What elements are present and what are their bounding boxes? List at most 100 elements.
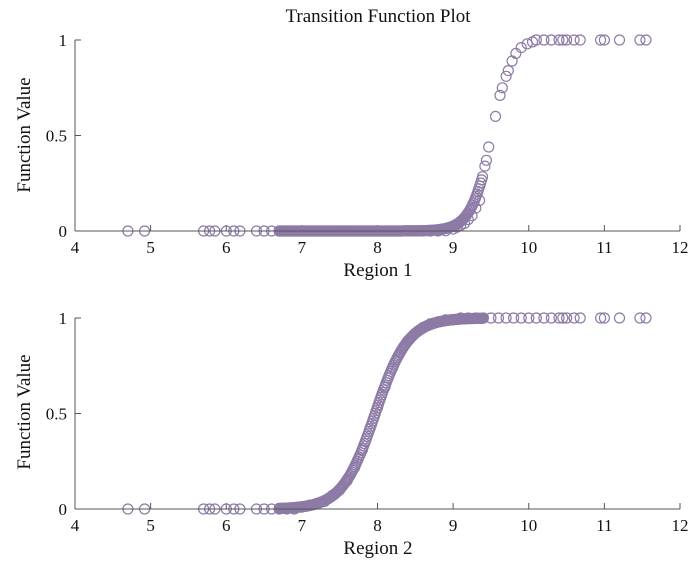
- data-point: [598, 34, 611, 46]
- data-point: [387, 362, 399, 374]
- data-point: [462, 312, 474, 324]
- data-point: [470, 312, 482, 324]
- x-tick-label: 9: [449, 516, 458, 535]
- data-point: [515, 312, 527, 324]
- data-point: [557, 34, 569, 46]
- data-point: [500, 312, 512, 324]
- x-tick-label: 6: [222, 516, 231, 535]
- x-tick-label: 8: [373, 238, 382, 257]
- data-point: [483, 141, 495, 153]
- data-point: [500, 70, 512, 82]
- x-tick-label: 10: [520, 238, 537, 257]
- data-point: [356, 444, 368, 456]
- data-point: [394, 346, 406, 358]
- data-point: [349, 461, 361, 473]
- data-point: [319, 495, 331, 507]
- data-point: [334, 484, 346, 496]
- region-1-panel: Transition Function Plot Function Value …: [14, 6, 689, 281]
- x-tick-label: 10: [520, 516, 537, 535]
- x-tick-label: 11: [596, 238, 612, 257]
- axes: [74, 40, 680, 232]
- data-point: [553, 312, 565, 324]
- x-tick-label: 12: [672, 238, 689, 257]
- data-point: [634, 34, 646, 46]
- data-point: [379, 381, 391, 393]
- data-point: [553, 34, 565, 46]
- data-point: [640, 312, 652, 324]
- data-point: [515, 41, 527, 54]
- data-point: [613, 312, 626, 324]
- data-point: [364, 423, 376, 435]
- x-tick-label: 5: [146, 238, 155, 257]
- x-tick-label: 7: [298, 516, 307, 535]
- data-point: [594, 312, 607, 324]
- data-point: [557, 312, 569, 324]
- x-tick-label: 11: [596, 516, 612, 535]
- axis-ticks: 4 5 6 7 8 9 10 11 12 0 0.5 1: [46, 309, 689, 535]
- data-point: [496, 82, 508, 94]
- data-point: [594, 34, 607, 46]
- data-point: [574, 34, 586, 46]
- data-point: [477, 312, 489, 324]
- data-point: [530, 34, 542, 46]
- data-point: [480, 154, 492, 166]
- data-point: [326, 490, 338, 502]
- data-point: [640, 34, 652, 46]
- y-tick-label: 0: [59, 500, 68, 519]
- x-axis-label: Region 2: [343, 538, 412, 559]
- x-tick-label: 5: [146, 516, 155, 535]
- data-point: [492, 312, 505, 324]
- x-axis-label: Region 1: [343, 260, 412, 281]
- data-point: [447, 314, 459, 326]
- data-point: [474, 194, 486, 206]
- data-point: [507, 312, 520, 324]
- data-point: [574, 312, 586, 324]
- data-point: [303, 499, 315, 511]
- y-tick-label: 1: [59, 309, 68, 328]
- data-point: [538, 312, 550, 324]
- data-point: [634, 312, 646, 324]
- data-point: [311, 497, 323, 509]
- y-tick-label: 0.5: [46, 127, 67, 146]
- data-point: [440, 314, 452, 326]
- x-tick-label: 9: [449, 238, 458, 257]
- x-tick-label: 6: [222, 238, 231, 257]
- region-2-panel: Function Value Region 2 4 5 6 7 8 9 10 11 12 0 0.5…: [14, 309, 689, 559]
- data-points: [122, 34, 652, 237]
- data-point: [538, 34, 550, 46]
- axes: [74, 318, 680, 510]
- data-point: [409, 327, 421, 339]
- data-point: [455, 312, 467, 324]
- data-point: [530, 312, 542, 324]
- y-tick-label: 0: [59, 222, 68, 241]
- data-point: [545, 34, 558, 46]
- data-point: [560, 34, 573, 46]
- data-point: [568, 312, 580, 324]
- data-point: [296, 501, 308, 513]
- data-point: [462, 213, 474, 226]
- y-tick-label: 1: [59, 31, 68, 50]
- data-point: [432, 316, 444, 328]
- y-tick-label: 0.5: [46, 405, 67, 424]
- data-point: [485, 312, 497, 324]
- data-point: [545, 312, 558, 324]
- data-point: [598, 312, 611, 324]
- x-tick-label: 12: [672, 516, 689, 535]
- axis-ticks: 4 5 6 7 8 9 10 11 12 0 0.5 1: [46, 31, 689, 257]
- data-point: [494, 89, 506, 102]
- data-point: [424, 318, 436, 330]
- x-tick-label: 4: [71, 238, 80, 257]
- data-point: [613, 34, 626, 46]
- data-point: [560, 312, 573, 324]
- data-point: [476, 171, 489, 183]
- chart-title: Transition Function Plot: [285, 6, 471, 27]
- data-point: [568, 34, 580, 46]
- x-tick-label: 7: [298, 238, 307, 257]
- data-point: [523, 312, 535, 324]
- x-tick-label: 8: [373, 516, 382, 535]
- data-point: [502, 64, 514, 77]
- y-axis-label: Function Value: [14, 354, 35, 469]
- data-point: [371, 402, 384, 414]
- data-point: [479, 160, 491, 172]
